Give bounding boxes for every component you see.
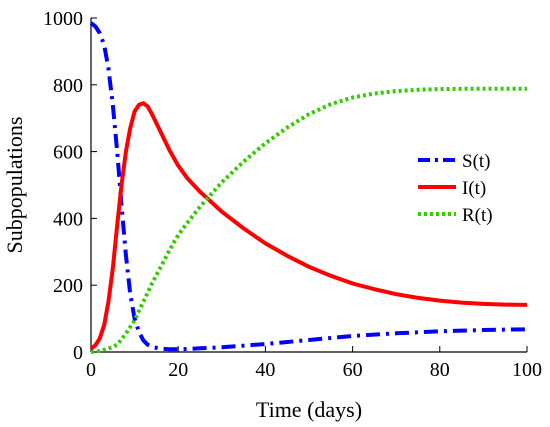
y-tick-label: 0: [73, 342, 83, 364]
y-tick-label: 200: [53, 275, 83, 297]
x-tick-label: 20: [168, 359, 188, 381]
y-tick-label: 600: [53, 142, 83, 164]
x-tick-label: 40: [255, 359, 275, 381]
series-layer: [89, 21, 528, 354]
series-line-st: [89, 21, 528, 352]
legend: S(t) I(t) R(t): [418, 151, 493, 226]
x-tick-label: 60: [343, 359, 363, 381]
series-line-it: [89, 101, 528, 351]
x-tick-label: 0: [86, 359, 96, 381]
y-axis-title: Subpopulations: [2, 117, 27, 254]
legend-label: I(t): [462, 178, 486, 199]
x-tick-label: 100: [512, 359, 542, 381]
x-tick-label: 80: [430, 359, 450, 381]
legend-label: S(t): [462, 151, 491, 172]
plot-frame: [90, 18, 527, 353]
legend-label: R(t): [462, 205, 493, 226]
y-tick-label: 400: [53, 208, 83, 230]
y-tick-label: 800: [53, 75, 83, 97]
x-axis-title: Time (days): [256, 397, 362, 422]
y-tick-label: 1000: [43, 8, 83, 30]
series-line-rt: [90, 86, 527, 354]
